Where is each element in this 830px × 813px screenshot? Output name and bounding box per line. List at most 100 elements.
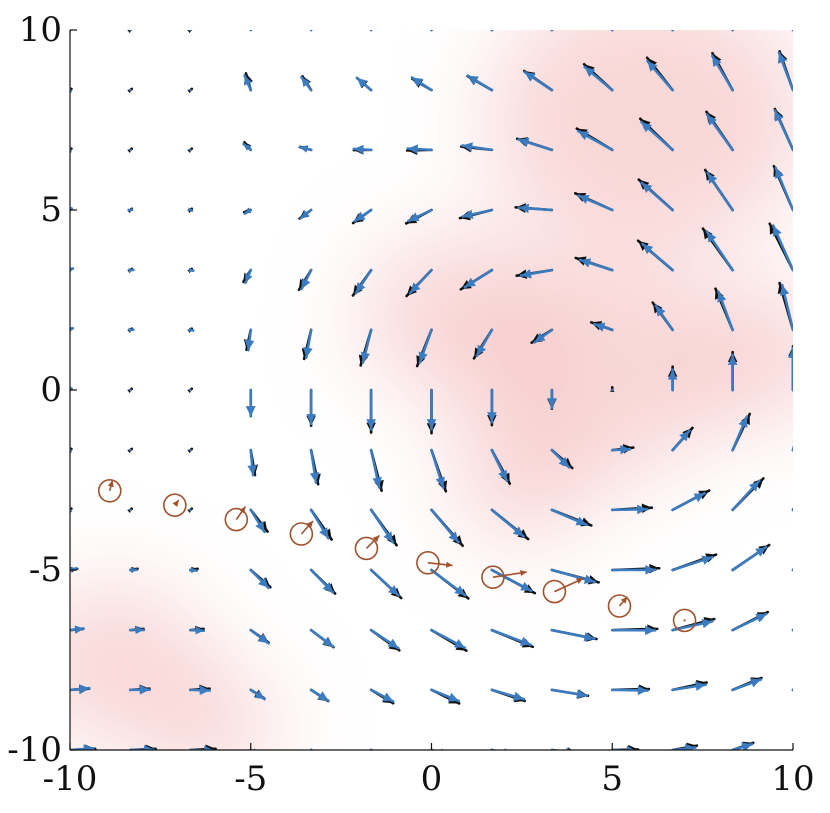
field-b-arrow: [523, 70, 554, 92]
field-b-arrow: [189, 508, 192, 512]
field-b-arrow: [671, 555, 714, 572]
field-b-arrow: [128, 327, 135, 333]
field-b-arrow: [300, 75, 313, 92]
field-b-arrow: [129, 626, 146, 635]
field-b-arrow: [578, 258, 614, 272]
field-b-arrow: [550, 747, 571, 750]
field-b-arrow: [430, 688, 461, 703]
field-b-arrow: [577, 194, 614, 212]
field-a-arrow: [490, 30, 494, 32]
y-tick-label: -10: [7, 730, 62, 770]
field-b-arrow: [244, 268, 253, 284]
field-b-arrow: [717, 290, 734, 332]
field-b-arrow: [189, 30, 192, 32]
field-b-arrow: [774, 166, 793, 212]
field-b-arrow: [70, 684, 91, 694]
field-b-arrow: [490, 688, 526, 701]
field-b-arrow: [408, 268, 433, 295]
field-b-arrow: [773, 109, 793, 152]
heat-blob: [485, 30, 793, 259]
field-b-arrow: [671, 681, 707, 692]
field-b-arrow: [369, 448, 382, 489]
field-b-arrow: [550, 628, 596, 642]
field-b-arrow: [550, 30, 554, 32]
field-b-arrow: [487, 388, 497, 424]
field-a-arrow: [791, 748, 793, 750]
x-tick-label: 5: [601, 759, 623, 799]
trajectory-marker: [607, 594, 632, 618]
field-b-arrow: [189, 448, 192, 452]
field-b-arrow: [129, 148, 132, 152]
field-b-arrow: [129, 508, 132, 512]
field-b-arrow: [611, 388, 614, 392]
heat-blob: [684, 286, 793, 422]
trajectory-marker: [481, 565, 527, 590]
field-b-arrow: [640, 120, 674, 152]
field-b-arrow: [610, 504, 649, 515]
heatmap-background: [70, 30, 793, 750]
field-b-arrow: [129, 684, 152, 695]
field-b-arrow: [306, 388, 316, 426]
field-b-arrow: [70, 87, 73, 93]
field-b-arrow: [490, 30, 494, 32]
field-b-arrow: [475, 328, 494, 358]
field-b-arrow: [127, 208, 134, 213]
field-b-arrow: [298, 145, 313, 153]
field-b-arrow: [466, 74, 494, 92]
x-ticks: -10 -5 0 5 10: [43, 743, 815, 799]
field-b-arrow: [309, 628, 335, 648]
field-b-arrow: [550, 568, 596, 584]
field-b-arrow: [407, 208, 433, 223]
field-b-arrow: [610, 625, 657, 636]
field-a-arrow: [430, 748, 444, 750]
x-tick-label: 0: [421, 759, 443, 799]
field-b-arrow: [249, 30, 253, 32]
field-b-arrow: [188, 327, 195, 332]
field-b-arrow: [352, 144, 373, 155]
field-b-arrows: [70, 30, 793, 750]
y-tick-label: 5: [40, 190, 62, 230]
heat-blob: [449, 418, 595, 542]
axes: -10 -5 0 5 10 -10 -5 0 5 10: [7, 10, 814, 799]
field-a-arrow: [490, 748, 508, 750]
field-b-arrow: [490, 448, 509, 483]
field-b-arrow: [70, 506, 73, 513]
field-b-arrow: [244, 328, 255, 352]
field-b-arrow: [430, 508, 460, 544]
field-b-arrow: [128, 268, 135, 273]
field-b-arrow: [360, 328, 373, 364]
field-b-arrow: [249, 568, 270, 590]
field-b-arrow: [705, 113, 734, 152]
field-b-arrow: [129, 567, 139, 573]
field-b-arrow: [309, 688, 330, 703]
field-b-arrow: [791, 688, 793, 692]
field-b-arrow: [189, 685, 212, 695]
field-b-arrow: [189, 388, 192, 392]
field-b-arrow: [355, 76, 373, 92]
trajectory-marker: [224, 506, 249, 532]
field-b-arrow: [129, 30, 132, 32]
field-b-arrow: [189, 88, 192, 92]
field-b-arrow: [706, 171, 734, 212]
field-b-arrow: [309, 30, 313, 32]
field-a-arrow: [791, 445, 793, 452]
field-b-arrow: [490, 628, 533, 647]
field-b-arrow: [300, 268, 313, 291]
field-b-arrow: [366, 388, 376, 431]
field-b-arrow: [779, 283, 793, 332]
field-a-arrow: [369, 748, 381, 750]
field-b-arrow: [788, 346, 793, 392]
field-b-arrow: [189, 567, 199, 573]
field-b-arrow: [517, 203, 554, 214]
field-b-arrow: [519, 268, 554, 279]
field-b-arrow: [309, 508, 330, 540]
field-b-arrow: [791, 748, 793, 750]
x-tick-label: 10: [771, 759, 814, 799]
field-b-arrow: [406, 144, 433, 154]
field-b-arrow: [243, 208, 253, 215]
field-b-arrow: [249, 508, 266, 534]
field-b-arrow: [705, 230, 734, 272]
field-a-arrow: [791, 568, 793, 572]
field-a-arrow: [791, 688, 793, 692]
heat-blob: [149, 673, 280, 750]
